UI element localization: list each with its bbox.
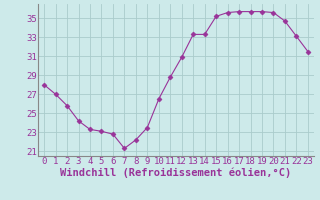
X-axis label: Windchill (Refroidissement éolien,°C): Windchill (Refroidissement éolien,°C) [60,168,292,178]
